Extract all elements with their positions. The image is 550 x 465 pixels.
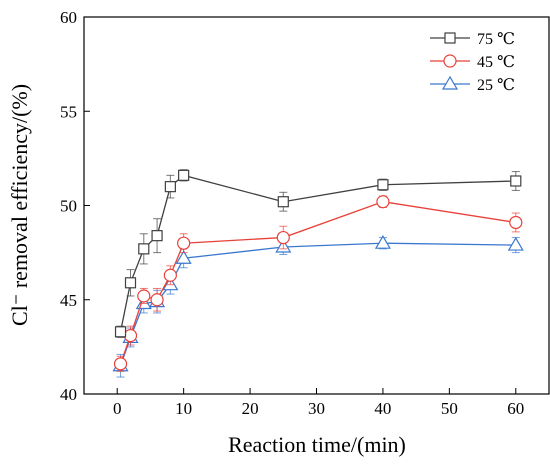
axes-layer: 0 10 20 30 40 50 60 40 45 50 55 60 [60, 8, 550, 418]
x-axis-title: Reaction time/(min) [228, 432, 406, 457]
legend-label: 75 ℃ [477, 31, 515, 48]
legend-entry: 75 ℃ [430, 31, 515, 48]
data-point [376, 195, 390, 209]
data-point [175, 250, 192, 264]
data-point [374, 235, 391, 249]
x-tick-label: 20 [242, 399, 259, 418]
legend-entry: 25 ℃ [430, 75, 515, 94]
x-tick-label: 60 [507, 399, 524, 418]
data-point [377, 179, 389, 191]
data-point [277, 196, 289, 208]
x-tick-label: 10 [175, 399, 192, 418]
y-axis-title: Cl⁻ removal efficiency/(%) [7, 84, 32, 326]
x-tick-label: 50 [441, 399, 458, 418]
data-point [276, 230, 290, 245]
data-point [113, 357, 128, 371]
series-triangle [112, 235, 524, 378]
series-square [114, 169, 522, 338]
legend-entry: 45 ℃ [430, 54, 515, 71]
x-tick-label: 0 [113, 399, 122, 418]
x-tick-label: 30 [308, 399, 325, 418]
legend-label: 25 ℃ [477, 77, 515, 94]
series-layer [112, 169, 524, 378]
legend-marker [441, 75, 459, 90]
y-tick-label: 60 [60, 8, 77, 27]
data-point [509, 215, 523, 230]
legend-label: 45 ℃ [477, 54, 515, 71]
data-point [507, 236, 524, 251]
legend-marker [443, 54, 457, 68]
x-tick-label: 40 [374, 399, 391, 418]
series-line [119, 201, 516, 365]
data-point [138, 243, 150, 255]
data-point [164, 181, 176, 193]
data-point [150, 293, 164, 307]
series-circle [113, 195, 523, 372]
data-point [510, 175, 522, 187]
data-point [137, 289, 151, 303]
data-point [163, 268, 177, 282]
plot-frame [83, 16, 550, 395]
data-point [114, 326, 127, 338]
legend: 75 ℃ 45 ℃ 25 ℃ [430, 31, 515, 94]
data-point [124, 277, 137, 289]
y-tick-label: 40 [60, 385, 77, 404]
y-tick-label: 50 [60, 197, 77, 216]
data-point [151, 230, 163, 242]
legend-marker [444, 32, 456, 44]
y-tick-label: 55 [60, 102, 77, 121]
data-point [178, 169, 190, 181]
y-tick-label: 45 [60, 291, 77, 310]
data-point [123, 328, 138, 343]
data-point [177, 236, 191, 250]
